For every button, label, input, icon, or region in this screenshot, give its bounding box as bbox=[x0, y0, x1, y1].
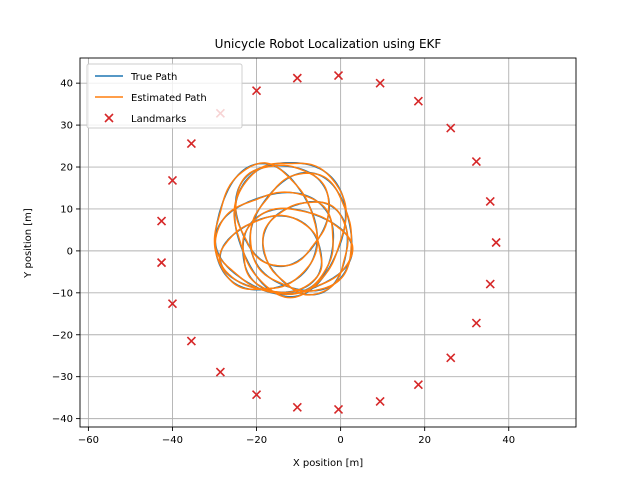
landmark-marker bbox=[156, 258, 167, 268]
landmark-marker bbox=[333, 404, 344, 414]
landmark-marker bbox=[292, 73, 302, 83]
landmark-marker bbox=[491, 237, 501, 248]
estimated-path-loop bbox=[213, 162, 319, 291]
landmark-marker bbox=[292, 402, 302, 412]
x-tick-label: −20 bbox=[246, 435, 267, 446]
y-axis: −40 −30 −20 −10 0 10 20 30 40 bbox=[52, 79, 80, 425]
legend-box bbox=[86, 63, 243, 129]
landmark-marker bbox=[446, 123, 456, 133]
y-tick-label: −40 bbox=[52, 414, 73, 425]
landmark-marker bbox=[375, 396, 385, 406]
landmark-marker bbox=[167, 175, 178, 186]
estimated-path-loop bbox=[214, 191, 334, 295]
landmark-marker bbox=[251, 86, 262, 96]
landmark-marker bbox=[186, 138, 196, 149]
estimated-path-loop bbox=[218, 214, 323, 294]
landmark-marker bbox=[485, 279, 495, 289]
y-tick-label: −20 bbox=[52, 330, 73, 341]
y-tick-label: −10 bbox=[52, 288, 73, 299]
landmark-marker bbox=[485, 196, 495, 206]
landmark-marker bbox=[413, 96, 423, 106]
grid bbox=[80, 58, 576, 427]
legend-landmarks-swatch bbox=[104, 113, 114, 123]
estimated-path-loop bbox=[262, 201, 349, 296]
legend-landmarks-label: Landmarks bbox=[131, 114, 186, 125]
landmark-marker bbox=[156, 216, 167, 226]
estimated-path-loop bbox=[234, 164, 330, 267]
landmark-marker bbox=[471, 157, 481, 167]
plot-area bbox=[156, 71, 501, 414]
estimated-path-loop bbox=[233, 162, 347, 299]
legend-estimated-path-label: Estimated Path bbox=[131, 93, 207, 104]
legend-true-path-label: True Path bbox=[130, 72, 177, 83]
legend: True Path Estimated Path Landmarks bbox=[86, 63, 243, 129]
landmark-marker bbox=[167, 299, 178, 309]
y-tick-label: 10 bbox=[60, 204, 73, 215]
landmark-marker bbox=[413, 380, 423, 390]
chart-title: Unicycle Robot Localization using EKF bbox=[215, 37, 442, 51]
x-tick-label: 0 bbox=[337, 435, 343, 446]
x-axis-label: X position [m] bbox=[293, 458, 363, 469]
y-axis-label: Y position [m] bbox=[23, 208, 34, 279]
estimated-path-loop bbox=[242, 207, 354, 295]
y-tick-label: 20 bbox=[60, 163, 73, 174]
landmark-marker bbox=[375, 78, 385, 88]
landmark-marker bbox=[333, 71, 344, 81]
x-tick-label: −60 bbox=[78, 435, 99, 446]
y-tick-label: 0 bbox=[67, 246, 73, 257]
landmark-marker bbox=[186, 336, 196, 346]
y-tick-label: 30 bbox=[60, 121, 73, 132]
landmark-marker bbox=[471, 318, 481, 328]
y-tick-label: 40 bbox=[60, 79, 73, 90]
x-tick-label: −40 bbox=[162, 435, 183, 446]
x-axis: −60 −40 −20 0 20 40 bbox=[78, 427, 515, 446]
axes-frame bbox=[79, 57, 577, 428]
y-tick-label: −30 bbox=[52, 372, 73, 383]
landmark-marker bbox=[215, 367, 225, 377]
landmark-marker bbox=[251, 390, 262, 400]
landmark-marker bbox=[446, 353, 456, 363]
x-tick-label: 40 bbox=[502, 435, 515, 446]
x-tick-label: 20 bbox=[418, 435, 431, 446]
